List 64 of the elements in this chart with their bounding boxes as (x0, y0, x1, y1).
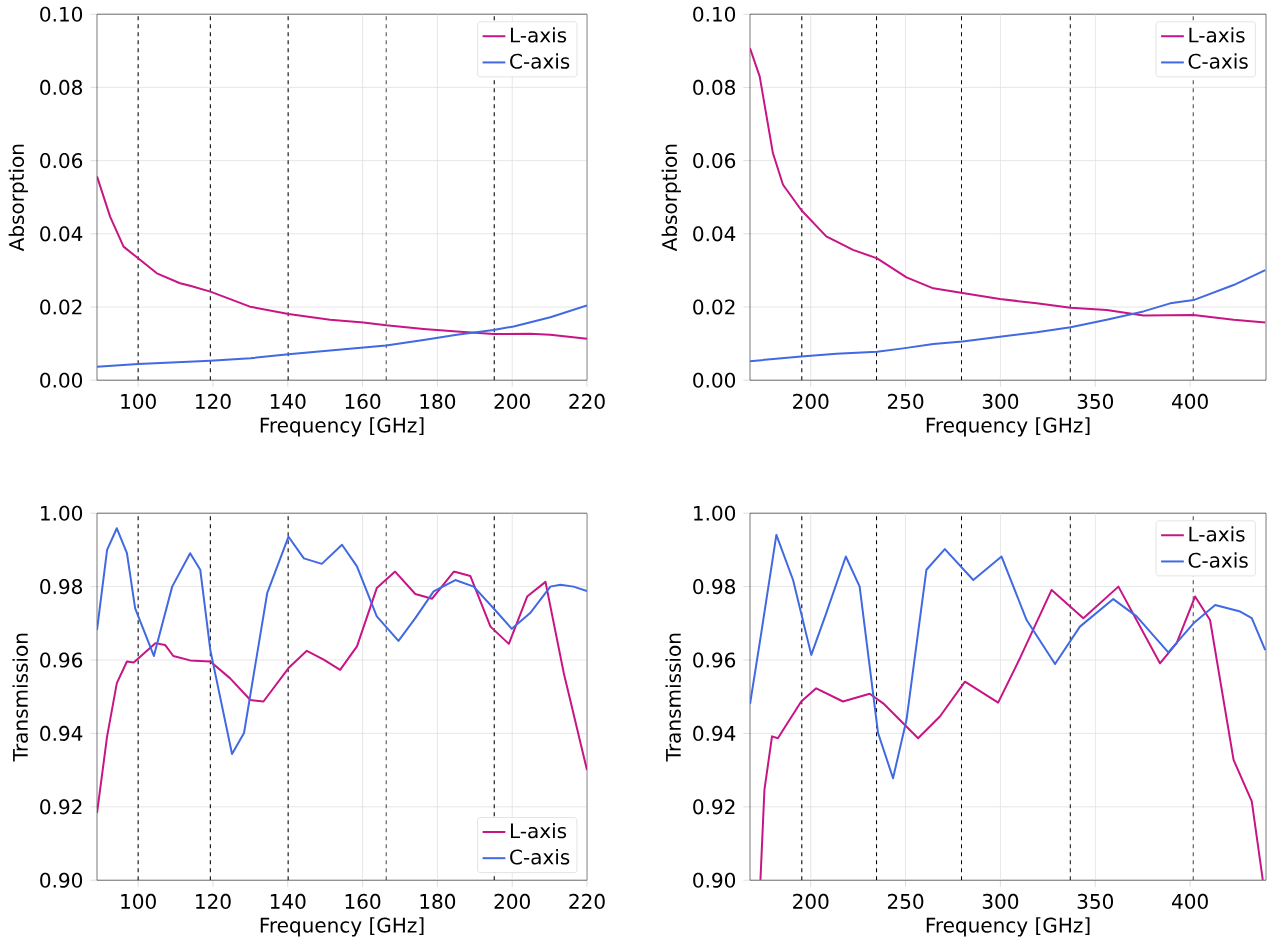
y-tick-label: 0.10 (693, 6, 736, 22)
y-tick-label: 0.06 (40, 152, 83, 169)
x-tick-label: 200 (793, 393, 829, 409)
y-axis-title: Absorption (8, 144, 28, 252)
x-tick-label: 220 (569, 893, 605, 909)
y-tick-label: 0.90 (693, 872, 736, 888)
y-tick-label: 0.92 (693, 799, 735, 815)
x-tick-label: 220 (569, 393, 605, 409)
y-axis-title: Transmission (12, 633, 28, 762)
x-tick-label: 140 (270, 393, 306, 409)
x-tick-label: 400 (1172, 393, 1208, 409)
y-tick-label: 0.02 (40, 299, 82, 315)
y-tick-label: 0.90 (40, 872, 83, 888)
x-tick-label: 100 (121, 893, 156, 909)
y-tick-label: 0.06 (693, 152, 736, 169)
x-axis-title: Frequency [GHz] (260, 917, 424, 937)
legend-label: L-axis (1189, 27, 1245, 43)
x-tick-label: 100 (121, 393, 156, 409)
x-tick-label: 140 (270, 893, 306, 909)
x-tick-label: 250 (887, 893, 924, 909)
x-axis-title: Frequency [GHz] (926, 417, 1090, 437)
x-tick-label: 250 (887, 393, 924, 409)
x-tick-label: 300 (982, 893, 1019, 909)
x-tick-label: 180 (420, 393, 456, 409)
y-tick-label: 0.98 (693, 578, 736, 595)
y-tick-label: 0.94 (40, 725, 83, 741)
y-tick-label: 1.00 (41, 505, 83, 521)
y-tick-label: 0.94 (693, 725, 736, 741)
y-tick-label: 0.08 (693, 79, 736, 95)
legend-label: C-axis (510, 53, 570, 69)
y-tick-label: 1.00 (694, 505, 736, 521)
legend-label: L-axis (510, 27, 567, 43)
legend-label: L-axis (1189, 526, 1245, 542)
y-tick-label: 0.92 (40, 799, 82, 815)
legend-label: L-axis (510, 822, 567, 839)
legend-label: C-axis (510, 848, 570, 865)
y-axis-title: Absorption (661, 144, 681, 252)
y-tick-label: 0.10 (40, 6, 83, 22)
x-tick-label: 200 (494, 893, 530, 909)
x-tick-label: 350 (1077, 393, 1114, 409)
x-axis-title: Frequency [GHz] (926, 917, 1090, 937)
x-tick-label: 300 (982, 393, 1019, 409)
x-tick-label: 160 (345, 393, 381, 409)
y-tick-label: 0.08 (40, 79, 83, 95)
y-tick-label: 0.02 (693, 299, 735, 315)
x-tick-label: 200 (793, 893, 829, 909)
x-tick-label: 200 (494, 393, 530, 409)
y-tick-label: 0.96 (40, 652, 83, 668)
y-tick-label: 0.96 (693, 652, 736, 668)
x-tick-label: 160 (345, 893, 381, 909)
y-tick-label: 0.04 (40, 226, 83, 242)
x-tick-label: 120 (196, 893, 231, 909)
x-tick-label: 350 (1077, 893, 1114, 909)
y-axis-title: Transmission (665, 633, 681, 762)
x-tick-label: 120 (196, 393, 231, 409)
y-tick-label: 0.00 (40, 372, 83, 388)
legend-label: C-axis (1188, 53, 1248, 69)
x-tick-label: 400 (1172, 893, 1208, 909)
x-tick-label: 180 (420, 893, 456, 909)
y-tick-label: 0.98 (40, 578, 83, 595)
x-axis-title: Frequency [GHz] (260, 417, 424, 437)
y-tick-label: 0.00 (693, 372, 736, 388)
y-tick-label: 0.04 (693, 226, 736, 242)
legend-label: C-axis (1188, 552, 1248, 568)
